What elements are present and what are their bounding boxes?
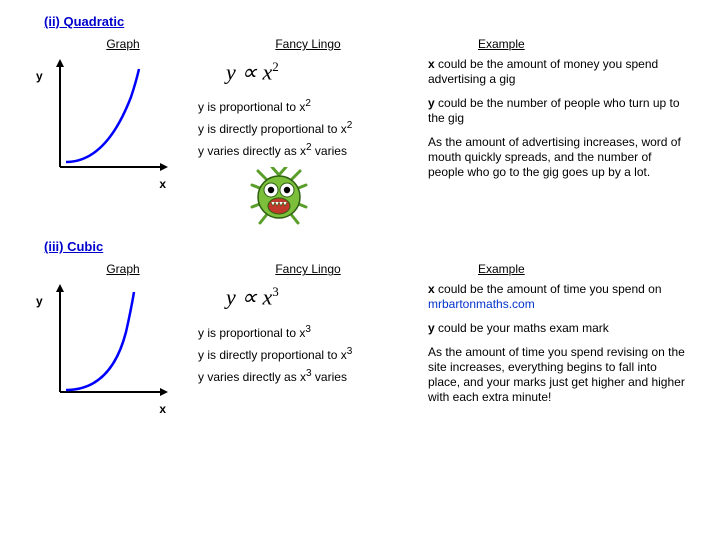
ex-p2: y could be the number of people who turn… — [428, 96, 688, 126]
cubic-lingo-col: Fancy Lingo y ∝ x3 y is proportional to … — [198, 262, 418, 386]
lingo-2: y is directly proportional to x2 — [198, 120, 352, 136]
lingo-3: y varies directly as x2 varies — [198, 142, 347, 158]
quadratic-graph-svg — [36, 57, 176, 177]
formula-base: y ∝ x — [226, 59, 272, 84]
quadratic-row: Graph y x Fancy Lingo y ∝ x2 y is propor… — [28, 37, 692, 231]
quadratic-graph-col: Graph y x — [28, 37, 188, 187]
cubic-graph-svg — [36, 282, 176, 402]
y-arrow — [56, 59, 64, 67]
formula-base-2: y ∝ x — [226, 285, 272, 310]
quadratic-lingo-col: Fancy Lingo y ∝ x2 y is proportional to … — [198, 37, 418, 231]
x-axis-label-2: x — [159, 402, 166, 416]
cubic-row: Graph y x Fancy Lingo y ∝ x3 y is propor… — [28, 262, 692, 414]
lingo-c1: y is proportional to x3 — [198, 324, 311, 340]
x-axis-label: x — [159, 177, 166, 191]
cubic-graph: y x — [36, 282, 176, 412]
y-axis-label: y — [36, 69, 43, 83]
x-arrow-2 — [160, 388, 168, 396]
cubic-graph-col: Graph y x — [28, 262, 188, 412]
cubic-formula: y ∝ x3 — [226, 284, 279, 310]
quadratic-heading: (ii) Quadratic — [44, 14, 692, 29]
col-header-lingo: Fancy Lingo — [275, 37, 340, 51]
lingo-c3: y varies directly as x3 varies — [198, 368, 347, 384]
quadratic-example-col: Example x could be the amount of money y… — [428, 37, 688, 189]
ex-c3: As the amount of time you spend revising… — [428, 345, 688, 405]
col-header-lingo-2: Fancy Lingo — [275, 262, 340, 276]
ex-c1: x could be the amount of time you spend … — [428, 282, 688, 312]
lingo-c2: y is directly proportional to x3 — [198, 346, 352, 362]
lingo-1: y is proportional to x2 — [198, 98, 311, 114]
col-header-example: Example — [478, 37, 688, 51]
quadratic-formula: y ∝ x2 — [226, 59, 279, 85]
monster-icon — [244, 167, 314, 231]
site-link[interactable]: mrbartonmaths.com — [428, 297, 535, 311]
quadratic-curve — [66, 69, 139, 162]
y-axis-label-2: y — [36, 294, 43, 308]
y-arrow-2 — [56, 284, 64, 292]
col-header-graph-2: Graph — [58, 262, 188, 276]
ex-p3: As the amount of advertising increases, … — [428, 135, 688, 180]
ex-c2: y could be your maths exam mark — [428, 321, 688, 336]
formula-exp: 2 — [272, 59, 279, 74]
col-header-example-2: Example — [478, 262, 688, 276]
cubic-curve — [66, 292, 134, 390]
ex-p1: x could be the amount of money you spend… — [428, 57, 688, 87]
quadratic-graph: y x — [36, 57, 176, 187]
x-arrow — [160, 163, 168, 171]
formula-exp-2: 3 — [272, 284, 279, 299]
cubic-example-col: Example x could be the amount of time yo… — [428, 262, 688, 414]
col-header-graph: Graph — [58, 37, 188, 51]
cubic-heading: (iii) Cubic — [44, 239, 692, 254]
